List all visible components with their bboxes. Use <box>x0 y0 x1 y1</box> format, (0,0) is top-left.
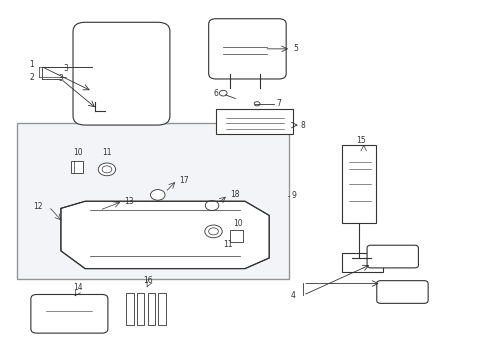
Text: 15: 15 <box>356 136 366 145</box>
Bar <box>342 145 376 222</box>
Circle shape <box>102 166 112 173</box>
FancyBboxPatch shape <box>209 19 286 79</box>
Text: 3: 3 <box>63 64 68 73</box>
FancyBboxPatch shape <box>31 294 108 333</box>
Text: 2: 2 <box>29 73 34 82</box>
Text: 12: 12 <box>33 202 43 211</box>
Text: 11: 11 <box>102 148 112 157</box>
Text: 1: 1 <box>29 60 34 69</box>
Text: 4: 4 <box>291 291 296 300</box>
Bar <box>216 109 294 134</box>
Text: 16: 16 <box>143 275 153 284</box>
Text: 7: 7 <box>276 99 281 108</box>
Text: 8: 8 <box>301 121 305 130</box>
Circle shape <box>209 228 219 235</box>
Circle shape <box>150 190 165 200</box>
Bar <box>342 253 383 272</box>
Text: 3: 3 <box>58 75 63 84</box>
Circle shape <box>220 90 227 96</box>
Text: 9: 9 <box>291 192 296 201</box>
Bar <box>230 230 243 242</box>
Circle shape <box>205 201 219 211</box>
Bar <box>71 161 83 173</box>
Text: 5: 5 <box>294 44 298 53</box>
Text: 10: 10 <box>233 219 243 228</box>
Bar <box>137 293 144 325</box>
Text: 6: 6 <box>214 89 219 98</box>
Text: 10: 10 <box>73 148 83 157</box>
Text: 11: 11 <box>223 240 233 249</box>
Circle shape <box>205 225 222 238</box>
Circle shape <box>98 163 116 176</box>
Text: 13: 13 <box>124 197 133 206</box>
Polygon shape <box>61 201 269 269</box>
Text: 17: 17 <box>180 176 189 185</box>
FancyBboxPatch shape <box>367 245 418 268</box>
FancyBboxPatch shape <box>377 281 428 303</box>
Circle shape <box>254 102 260 106</box>
Bar <box>147 293 155 325</box>
Bar <box>126 293 134 325</box>
FancyBboxPatch shape <box>17 123 289 279</box>
Text: 14: 14 <box>73 283 83 292</box>
Bar <box>158 293 166 325</box>
Text: 18: 18 <box>230 190 240 199</box>
FancyBboxPatch shape <box>73 22 170 125</box>
